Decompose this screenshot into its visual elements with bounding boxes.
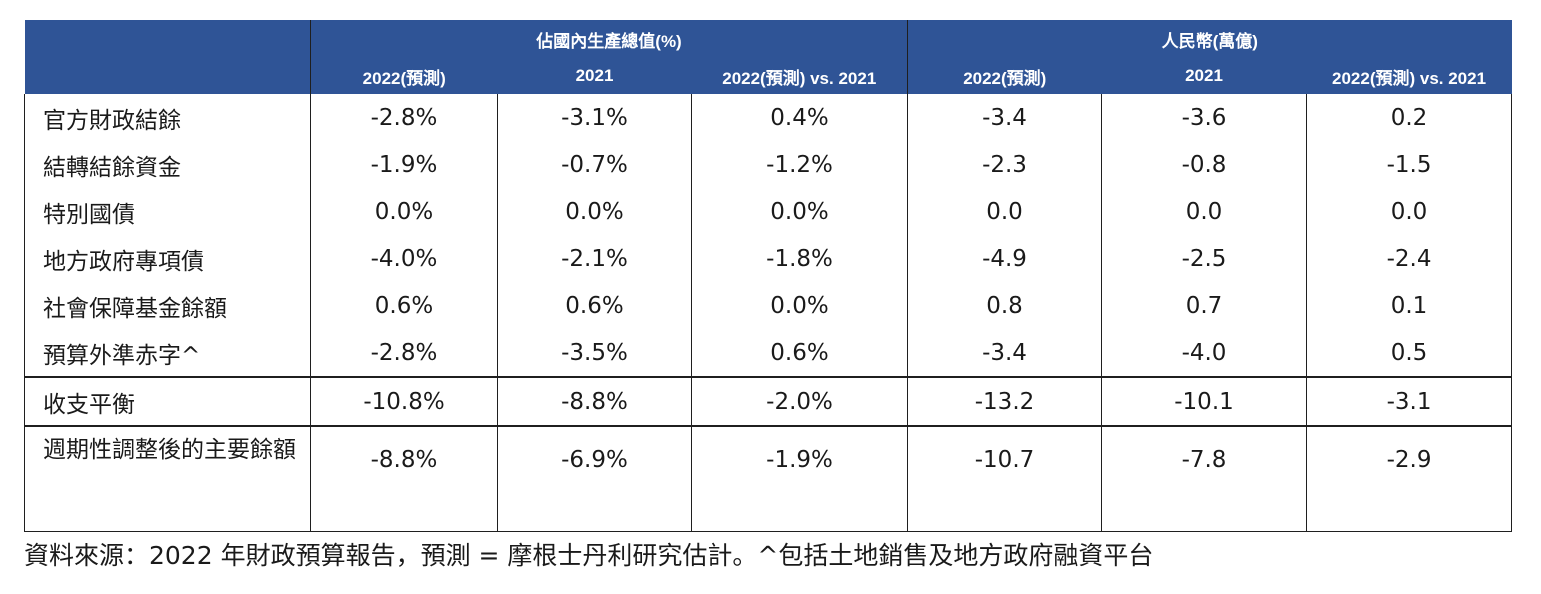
table-cell: -2.5 (1101, 235, 1307, 282)
header-blank-cell (24, 20, 311, 94)
row-label: 官方財政結餘 (24, 94, 311, 141)
table-cell: -1.5 (1306, 141, 1513, 188)
table-cell: 0.6% (497, 282, 692, 329)
column-header: 2022(預測) (907, 58, 1102, 94)
table-cell: 0.2 (1306, 94, 1513, 141)
table-cell: -6.9% (497, 425, 692, 532)
column-header: 2021 (497, 58, 692, 94)
table-row: 結轉結餘資金 -1.9% -0.7% -1.2% -2.3 -0.8 -1.5 (24, 141, 1513, 188)
row-label: 特別國債 (24, 188, 311, 235)
table-cell: -3.1% (497, 94, 692, 141)
table-row-total: 收支平衡 -10.8% -8.8% -2.0% -13.2 -10.1 -3.1 (24, 376, 1513, 426)
table-row: 特別國債 0.0% 0.0% 0.0% 0.0 0.0 0.0 (24, 188, 1513, 235)
source-footnote: 資料來源：2022 年財政預算報告，預測 = 摩根士丹利研究估計。^包括土地銷售… (24, 541, 1154, 570)
table-cell: 0.5 (1306, 329, 1513, 377)
row-label: 預算外準赤字^ (24, 329, 311, 377)
table-cell: 0.0 (1306, 188, 1513, 235)
column-header: 2022(預測) vs. 2021 (691, 58, 909, 94)
table-cell: -1.9% (310, 141, 498, 188)
row-label: 收支平衡 (24, 376, 311, 426)
table-cell: -4.9 (907, 235, 1102, 282)
table-cell: -8.8% (497, 376, 692, 426)
table-cell: 0.6% (310, 282, 498, 329)
table-cell: -3.4 (907, 329, 1102, 377)
table-cell: -2.9 (1306, 425, 1513, 532)
table-cell: -3.4 (907, 94, 1102, 141)
table-cell: -2.8% (310, 94, 498, 141)
table-cell: -10.1 (1101, 376, 1307, 426)
table-row: 預算外準赤字^ -2.8% -3.5% 0.6% -3.4 -4.0 0.5 (24, 329, 1513, 377)
table-cell: 0.0% (690, 188, 908, 235)
row-label: 社會保障基金餘額 (24, 282, 311, 329)
table-cell: -2.8% (310, 329, 498, 377)
fiscal-table: 佔國內生產總值(%) 人民幣(萬億) 2022(預測) 2021 2022(預測… (24, 20, 1513, 532)
header-group-gdp: 佔國內生產總值(%) (310, 20, 909, 58)
table-cell: -7.8 (1101, 425, 1307, 532)
table-cell: -1.2% (690, 141, 908, 188)
table-cell: -3.5% (497, 329, 692, 377)
table-cell: -3.6 (1101, 94, 1307, 141)
table-cell: 0.6% (690, 329, 908, 377)
table-cell: -2.3 (907, 141, 1102, 188)
row-label: 結轉結餘資金 (24, 141, 311, 188)
table-cell: 0.7 (1101, 282, 1307, 329)
column-header: 2022(預測) vs. 2021 (1306, 58, 1512, 94)
table-cell: -3.1 (1306, 376, 1513, 426)
table-cell: 0.0 (1101, 188, 1307, 235)
table-cell: -10.8% (310, 376, 498, 426)
table-cell: -1.9% (690, 425, 908, 532)
table-cell: 0.1 (1306, 282, 1513, 329)
table-cell: 0.0 (907, 188, 1102, 235)
table-cell: -2.4 (1306, 235, 1513, 282)
table-row: 地方政府專項債 -4.0% -2.1% -1.8% -4.9 -2.5 -2.4 (24, 235, 1513, 282)
table-cell: 0.8 (907, 282, 1102, 329)
table-cell: 0.0% (690, 282, 908, 329)
header-group-rmb: 人民幣(萬億) (907, 20, 1512, 58)
table-body: 官方財政結餘 -2.8% -3.1% 0.4% -3.4 -3.6 0.2 結轉… (24, 94, 1513, 532)
table-cell: -13.2 (907, 376, 1102, 426)
table-cell: -1.8% (690, 235, 908, 282)
column-header: 2021 (1101, 58, 1307, 94)
table-cell: -10.7 (907, 425, 1102, 532)
row-label: 週期性調整後的主要餘額 (24, 425, 311, 532)
table-cell: -4.0 (1101, 329, 1307, 377)
table-row: 官方財政結餘 -2.8% -3.1% 0.4% -3.4 -3.6 0.2 (24, 94, 1513, 141)
row-label: 地方政府專項債 (24, 235, 311, 282)
table-cell: 0.4% (690, 94, 908, 141)
table-header: 佔國內生產總值(%) 人民幣(萬億) 2022(預測) 2021 2022(預測… (24, 20, 1512, 94)
table-row-adjusted: 週期性調整後的主要餘額 -8.8% -6.9% -1.9% -10.7 -7.8… (24, 425, 1513, 532)
table-cell: 0.0% (310, 188, 498, 235)
table-cell: -2.0% (690, 376, 908, 426)
table-cell: 0.0% (497, 188, 692, 235)
column-header: 2022(預測) (310, 58, 498, 94)
table-cell: -8.8% (310, 425, 498, 532)
table-cell: -0.7% (497, 141, 692, 188)
table-cell: -0.8 (1101, 141, 1307, 188)
table-cell: -2.1% (497, 235, 692, 282)
table-row: 社會保障基金餘額 0.6% 0.6% 0.0% 0.8 0.7 0.1 (24, 282, 1513, 329)
table-cell: -4.0% (310, 235, 498, 282)
